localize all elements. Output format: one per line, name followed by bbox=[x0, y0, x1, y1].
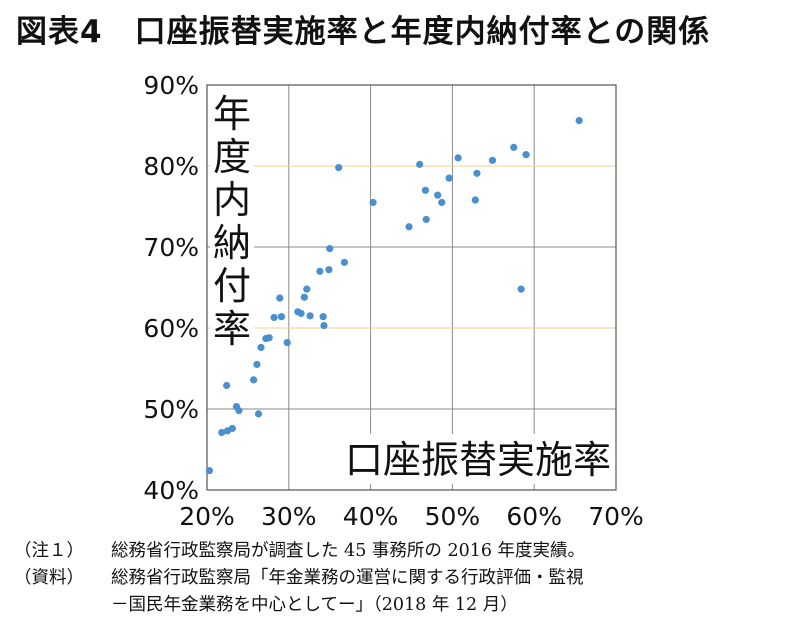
data-point bbox=[438, 198, 446, 207]
note-1-text: 総務省行政監察局が調査した 45 事務所の 2016 年度実績。 bbox=[111, 541, 586, 561]
y-tick-label: 80% bbox=[143, 152, 199, 181]
x-tick-label: 50% bbox=[425, 502, 481, 531]
data-point bbox=[257, 343, 265, 352]
data-point bbox=[510, 143, 518, 151]
data-point bbox=[235, 407, 243, 415]
y-axis-label-char: 付 bbox=[213, 264, 251, 308]
grid-layer bbox=[206, 84, 617, 491]
data-point bbox=[340, 258, 349, 266]
data-point bbox=[276, 294, 284, 302]
data-point bbox=[277, 313, 286, 321]
xlabel-background bbox=[325, 434, 613, 484]
data-point bbox=[434, 191, 442, 199]
data-point bbox=[218, 428, 226, 437]
x-tick-label: 60% bbox=[506, 502, 562, 531]
y-axis-label-char: 内 bbox=[213, 178, 251, 222]
data-point bbox=[205, 466, 214, 475]
data-point bbox=[473, 169, 481, 177]
x-tick-label: 20% bbox=[179, 502, 235, 531]
data-point bbox=[228, 424, 236, 433]
y-axis-label-char: 度 bbox=[213, 135, 251, 179]
plot-area bbox=[207, 85, 616, 490]
y-axis-label-char: 率 bbox=[213, 307, 251, 351]
data-point bbox=[405, 223, 413, 231]
data-point bbox=[335, 164, 343, 172]
y-axis-label-char: 年 bbox=[213, 92, 251, 136]
scatter-chart: 20% 30% 40% 50% 60% 70% 40% 50% 60% 70% 80% 90% 年度内… bbox=[143, 71, 643, 531]
points-layer bbox=[205, 117, 583, 475]
notes: （注１） 総務省行政監察局が調査した 45 事務所の 2016 年度実績。 （資… bbox=[14, 538, 585, 619]
data-point bbox=[326, 245, 334, 253]
note-1-label: （注１） bbox=[14, 541, 84, 561]
data-point bbox=[422, 215, 430, 224]
data-point bbox=[517, 285, 525, 293]
note-2-text: 総務省行政監察局「年金業務の運営に関する行政評価・監視 bbox=[111, 568, 584, 588]
y-tick-label: 70% bbox=[143, 233, 199, 262]
data-point bbox=[522, 151, 530, 159]
note-2: （資料） 総務省行政監察局「年金業務の運営に関する行政評価・監視 bbox=[14, 565, 585, 592]
data-point bbox=[316, 267, 324, 275]
tick-label-layer: 20% 30% 40% 50% 60% 70% 40% 50% 60% 70% 80% 90% bbox=[143, 71, 643, 531]
data-point bbox=[250, 376, 258, 384]
note-3-label bbox=[14, 592, 111, 619]
y-axis-label-char: 納 bbox=[213, 221, 251, 265]
data-point bbox=[300, 293, 308, 301]
x-axis-label: 口座振替実施率 bbox=[345, 438, 611, 482]
plot-frame bbox=[206, 84, 617, 491]
note-3: －国民年金業務を中心としてー」（2018 年 12 月） bbox=[14, 592, 585, 619]
data-point bbox=[421, 186, 430, 194]
ylabel-background bbox=[210, 91, 254, 335]
data-point bbox=[265, 334, 273, 342]
y-tick-label: 50% bbox=[143, 395, 199, 424]
y-tick-label: 90% bbox=[143, 71, 199, 100]
data-point bbox=[416, 160, 424, 168]
data-point bbox=[320, 321, 328, 330]
data-point bbox=[325, 266, 333, 274]
data-point bbox=[445, 174, 453, 182]
data-point bbox=[454, 154, 462, 162]
data-point bbox=[283, 338, 291, 347]
data-point bbox=[303, 285, 311, 293]
data-point bbox=[253, 360, 261, 369]
chart-title: 図表4 口座振替実施率と年度内納付率との関係 bbox=[16, 14, 711, 50]
note-3-text: －国民年金業務を中心としてー」（2018 年 12 月） bbox=[111, 595, 518, 615]
y-tick-label: 60% bbox=[143, 314, 199, 343]
data-point bbox=[223, 381, 231, 390]
data-point bbox=[306, 312, 314, 320]
data-point bbox=[254, 410, 263, 418]
x-tick-label: 70% bbox=[588, 502, 644, 531]
y-tick-label: 40% bbox=[143, 476, 199, 505]
data-point bbox=[488, 156, 497, 164]
data-point bbox=[575, 117, 583, 125]
x-tick-label: 40% bbox=[343, 502, 399, 531]
note-2-label: （資料） bbox=[14, 568, 84, 588]
x-tick-label: 30% bbox=[261, 502, 317, 531]
data-point bbox=[319, 313, 327, 321]
data-point bbox=[369, 198, 377, 207]
data-point bbox=[270, 313, 278, 322]
note-1: （注１） 総務省行政監察局が調査した 45 事務所の 2016 年度実績。 bbox=[14, 538, 585, 565]
data-point bbox=[471, 196, 479, 204]
data-point bbox=[297, 309, 305, 318]
